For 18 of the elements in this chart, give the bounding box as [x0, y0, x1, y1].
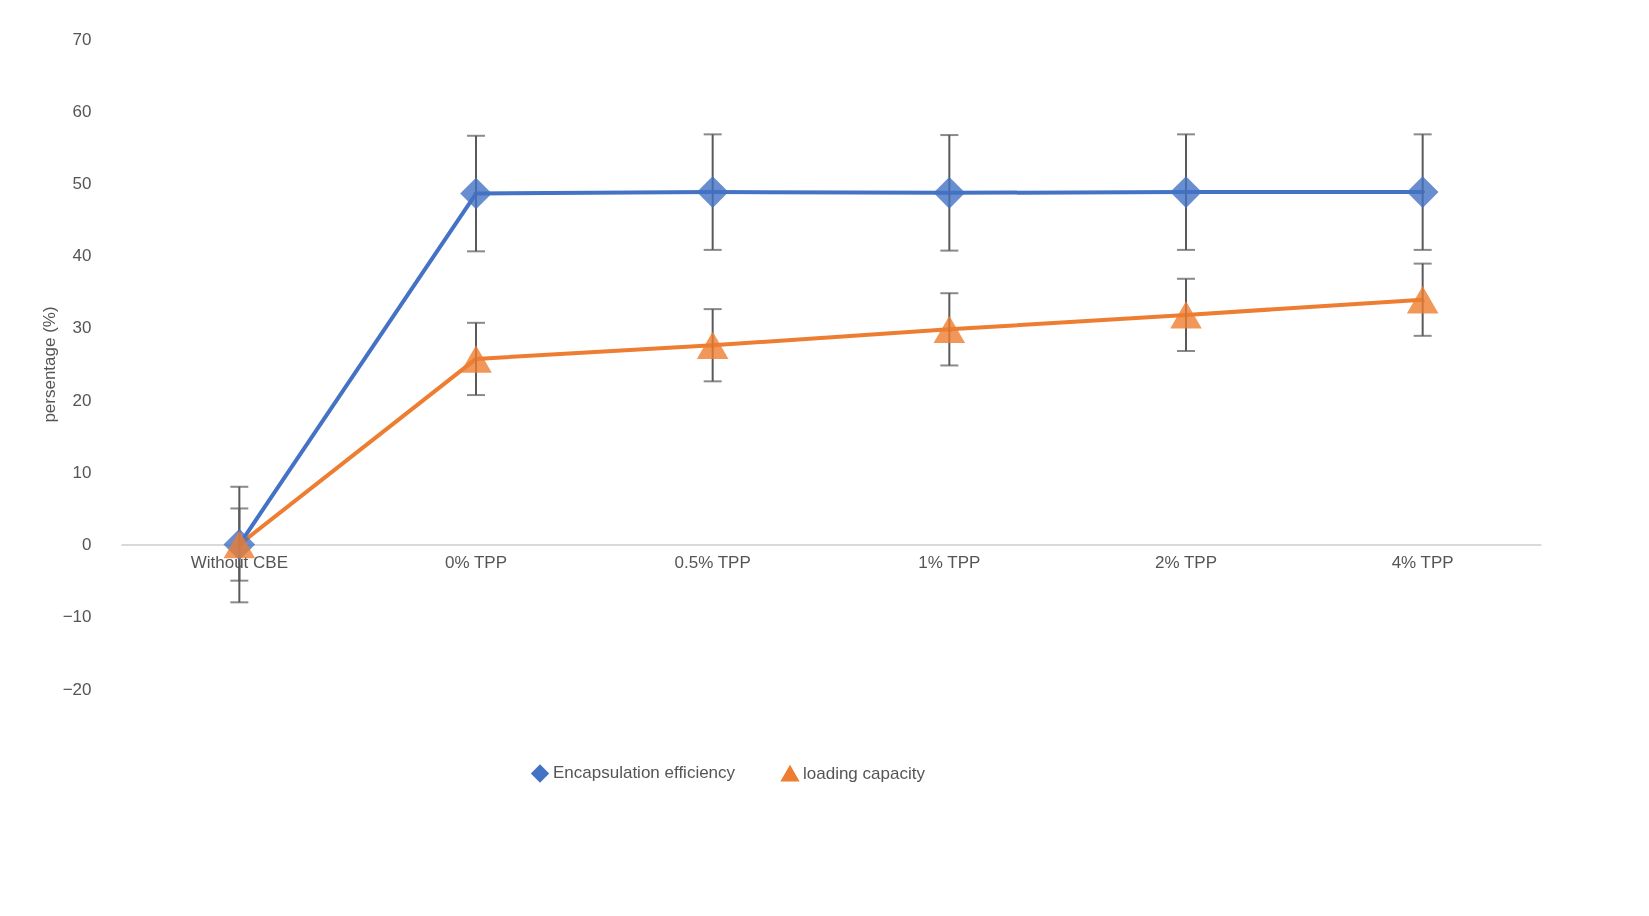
y-tick-label: −10: [62, 607, 92, 627]
x-tick-label: 4% TPP: [1391, 553, 1454, 573]
x-tick-label: 1% TPP: [918, 553, 981, 573]
y-tick-label: 60: [72, 101, 92, 121]
x-tick-label: 0% TPP: [444, 553, 508, 573]
y-tick-label: 0: [82, 535, 92, 555]
y-tick-label: 50: [72, 173, 92, 193]
y-tick-label: 20: [72, 390, 92, 410]
y-tick-label: 10: [72, 462, 92, 482]
x-tick-label: 0.5% TPP: [674, 553, 751, 573]
y-axis-title: persentage (%): [39, 306, 59, 423]
y-tick-label: 70: [72, 29, 92, 49]
legend-label: loading capacity: [803, 763, 926, 783]
x-tick-label: 2% TPP: [1154, 553, 1218, 573]
y-tick-label: −20: [62, 679, 92, 699]
legend-label: Encapsulation efficiency: [553, 763, 736, 783]
y-tick-label: 30: [72, 318, 92, 338]
y-tick-label: 40: [72, 246, 92, 266]
